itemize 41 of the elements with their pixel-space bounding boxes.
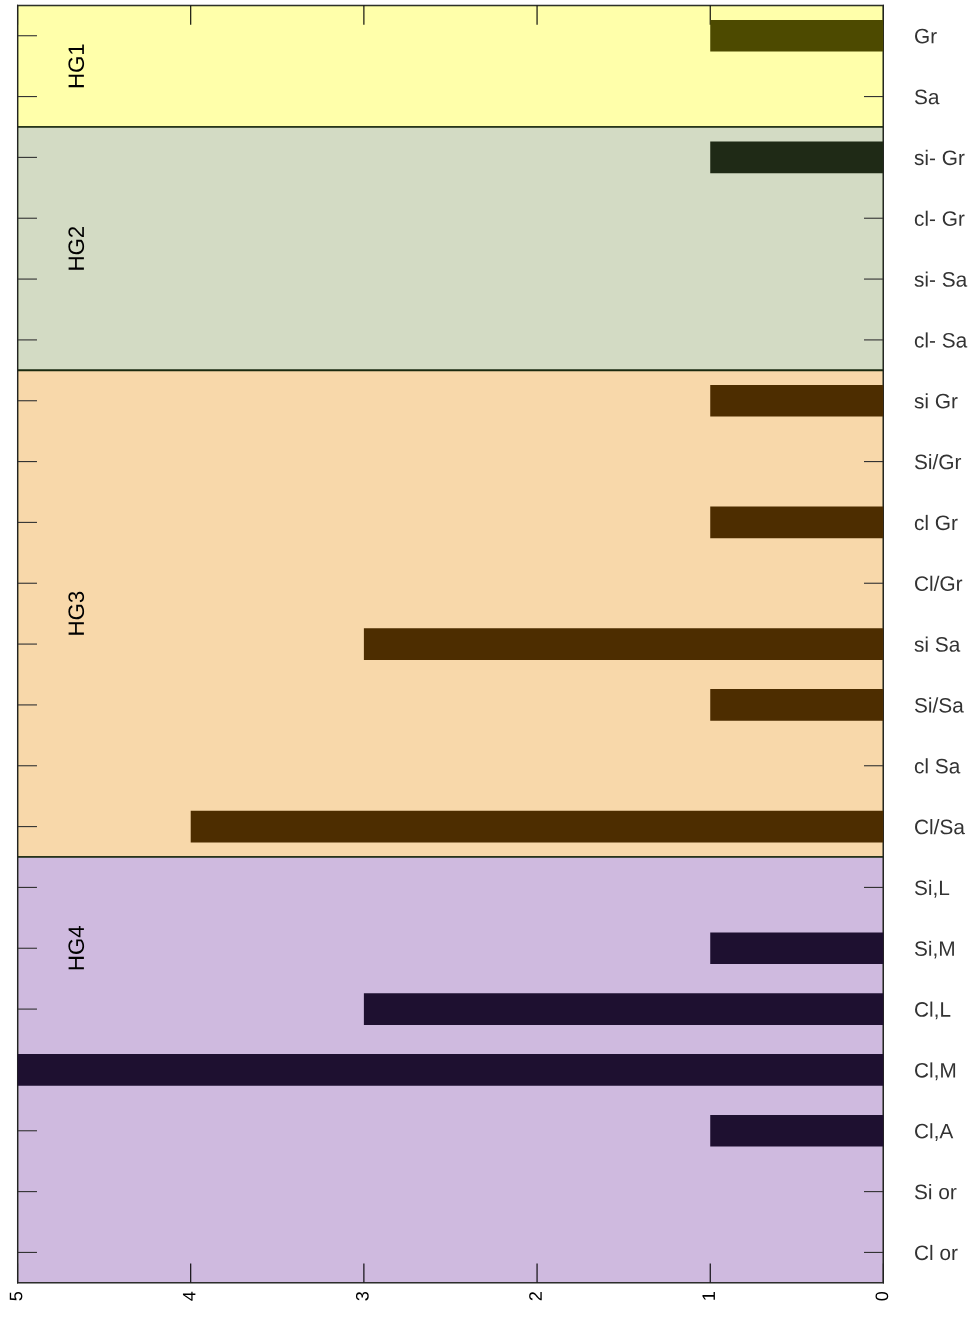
y-tick-label: Si/Sa — [914, 697, 964, 713]
band-label: HG2 — [68, 226, 85, 270]
bar — [710, 384, 884, 417]
y-tick-label: Si,M — [914, 940, 954, 959]
y-tick-label: Cl,M — [915, 1062, 956, 1081]
y-tick-label: Cl/Gr — [915, 575, 963, 591]
y-tick-label: cl- Gr — [914, 210, 965, 226]
y-tick-label: Cl,L — [915, 1001, 951, 1020]
bar — [710, 506, 884, 539]
x-tick-label: 3 — [355, 1291, 369, 1301]
bar — [710, 932, 884, 965]
x-tick-label: 0 — [875, 1291, 889, 1301]
bar — [710, 19, 884, 52]
y-tick-label: Gr — [915, 28, 937, 44]
y-tick-label: si- Sa — [914, 271, 968, 287]
y-tick-label: Si or — [914, 1184, 957, 1200]
bar — [17, 1054, 884, 1086]
y-tick-label: Si/Gr — [914, 454, 962, 470]
x-tick-label: 2 — [529, 1292, 542, 1301]
y-tick-label: cl Gr — [914, 514, 958, 531]
y-tick-label: Cl/Sa — [915, 819, 965, 835]
bar — [363, 993, 884, 1025]
band-label: HG4 — [68, 926, 85, 970]
x-tick-label: 5 — [9, 1291, 23, 1301]
bar — [190, 810, 884, 843]
y-tick-label: Cl,A — [915, 1123, 954, 1141]
y-tick-label: Si,L — [914, 879, 950, 898]
bar — [710, 689, 884, 721]
y-tick-label: cl- Sa — [914, 332, 968, 348]
y-tick-label: si- Gr — [914, 149, 965, 166]
band-label: HG1 — [68, 44, 85, 88]
x-tick-label: 4 — [182, 1291, 196, 1301]
y-tick-label: cl Sa — [914, 758, 961, 774]
bar — [710, 1114, 884, 1147]
bar — [363, 628, 884, 660]
y-tick-label: si Gr — [914, 393, 958, 409]
y-tick-label: si Sa — [914, 636, 961, 652]
y-tick-label: Sa — [914, 89, 940, 105]
y-tick-label: Cl or — [915, 1244, 958, 1261]
x-tick-label: 1 — [702, 1292, 715, 1300]
band-label: HG3 — [68, 591, 85, 635]
